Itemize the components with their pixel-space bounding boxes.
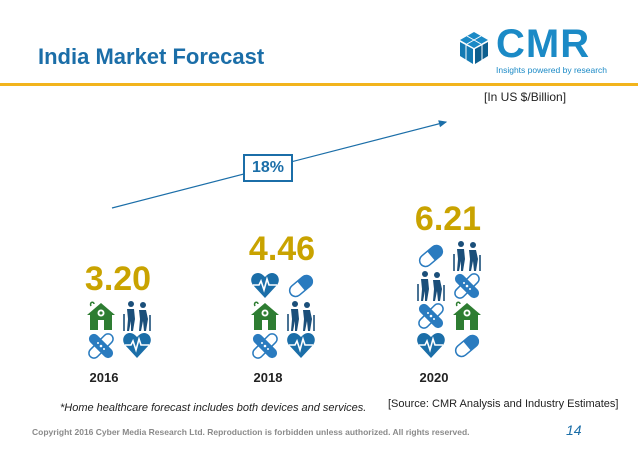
year-label-2016: 2016 (90, 370, 119, 385)
elderly-icon (415, 270, 447, 302)
elderly-icon (285, 300, 317, 332)
logo-tagline: Insights powered by research (496, 65, 608, 75)
pill-icon (415, 240, 447, 272)
title-underline (0, 83, 638, 86)
heart-icon (121, 330, 153, 362)
page-number: 14 (566, 422, 582, 438)
year-label-2018: 2018 (254, 370, 283, 385)
house-icon (451, 300, 483, 332)
cmr-logo: CMR Insights powered by research (456, 22, 608, 80)
house-icon (249, 300, 281, 332)
value-label-2016: 3.20 (85, 260, 151, 298)
growth-rate-badge: 18% (243, 154, 293, 182)
unit-label: [In US $/Billion] (484, 90, 567, 104)
year-label-2020: 2020 (420, 370, 449, 385)
bandage-icon (451, 270, 483, 302)
heart-icon (415, 330, 447, 362)
bandage-icon (85, 330, 117, 362)
pill-icon (451, 330, 483, 362)
heart-icon (285, 330, 317, 362)
source-note: [Source: CMR Analysis and Industry Estim… (388, 398, 619, 410)
value-label-2018: 4.46 (249, 230, 315, 268)
copyright: Copyright 2016 Cyber Media Research Ltd.… (32, 427, 470, 437)
bandage-icon (415, 300, 447, 332)
logo-text: CMR (496, 22, 591, 66)
house-icon (85, 300, 117, 332)
bandage-icon (249, 330, 281, 362)
page-title: India Market Forecast (38, 44, 265, 69)
elderly-icon (121, 300, 153, 332)
logo-cube-icon (460, 32, 488, 64)
elderly-icon (451, 240, 483, 272)
value-label-2020: 6.21 (415, 200, 481, 238)
pill-icon (285, 270, 317, 302)
footnote: *Home healthcare forecast includes both … (60, 402, 367, 414)
heart-icon (249, 270, 281, 302)
